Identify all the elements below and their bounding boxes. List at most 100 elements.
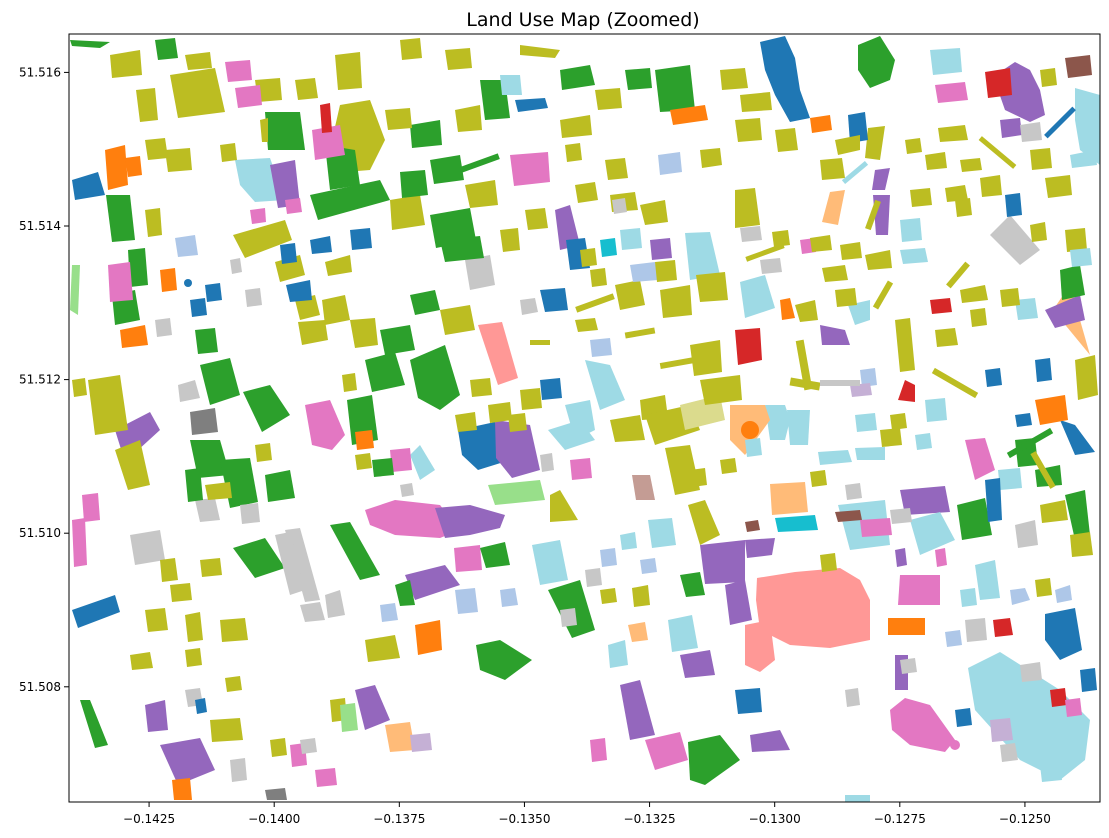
land-parcel	[355, 685, 390, 730]
land-parcel	[540, 288, 568, 312]
land-parcel	[478, 322, 518, 385]
land-parcel	[795, 300, 818, 322]
land-parcel	[530, 340, 550, 345]
land-parcel	[155, 318, 172, 337]
land-parcel	[600, 588, 617, 604]
land-parcel	[70, 265, 80, 315]
land-parcel	[745, 243, 785, 262]
land-parcel	[895, 318, 915, 372]
land-parcel	[1070, 532, 1093, 557]
land-parcel	[230, 758, 247, 782]
land-parcel	[685, 232, 720, 280]
land-parcel	[946, 261, 970, 289]
land-parcel	[108, 262, 133, 302]
land-parcel	[1075, 88, 1100, 165]
land-parcel	[630, 262, 658, 282]
land-parcel	[968, 652, 1090, 780]
land-parcel	[665, 445, 700, 495]
x-tick-label: −0.1375	[373, 812, 425, 826]
land-parcel	[888, 618, 925, 635]
land-parcel	[315, 768, 337, 787]
land-parcel	[998, 468, 1022, 490]
land-parcel	[520, 298, 538, 315]
land-parcel	[115, 440, 150, 490]
land-parcel	[925, 398, 947, 422]
land-parcel	[895, 548, 907, 567]
land-parcel	[440, 305, 475, 335]
land-parcel	[145, 208, 162, 237]
land-parcel	[136, 88, 158, 122]
land-parcel	[945, 185, 968, 202]
land-parcel	[1040, 500, 1068, 523]
land-parcel	[575, 318, 598, 332]
land-parcel	[696, 272, 728, 302]
land-parcel	[130, 530, 165, 565]
land-parcel	[612, 198, 627, 214]
land-parcel	[872, 280, 894, 310]
land-parcel	[670, 105, 708, 125]
land-parcel	[741, 421, 759, 439]
land-parcel	[745, 520, 760, 532]
land-parcel	[985, 478, 1002, 522]
land-parcel	[365, 635, 400, 662]
land-parcel	[305, 400, 345, 450]
land-parcel	[590, 738, 607, 762]
land-parcel	[990, 718, 1013, 742]
land-parcel	[80, 700, 108, 748]
map-title: Land Use Map (Zoomed)	[466, 9, 699, 31]
land-parcel	[910, 512, 955, 555]
land-parcel	[650, 238, 672, 260]
land-parcel	[1060, 420, 1095, 455]
land-parcel	[735, 688, 762, 714]
land-parcel	[1030, 222, 1047, 242]
land-parcel	[720, 458, 737, 474]
land-parcel	[1065, 55, 1092, 78]
land-parcel	[700, 540, 745, 584]
land-parcel	[740, 275, 775, 318]
land-parcel	[608, 640, 628, 668]
land-parcel	[915, 433, 932, 450]
land-parcel	[390, 448, 412, 472]
land-parcel	[145, 608, 168, 632]
land-parcel	[570, 458, 592, 480]
land-parcel	[690, 468, 707, 487]
land-parcel	[1075, 355, 1098, 400]
land-parcel	[945, 630, 962, 647]
land-parcel	[735, 328, 762, 365]
land-parcel	[770, 482, 808, 515]
land-parcel	[680, 650, 715, 678]
land-parcel	[865, 126, 885, 160]
land-parcel	[405, 565, 460, 600]
land-parcel	[322, 295, 350, 325]
land-parcel	[890, 698, 955, 752]
land-parcel	[312, 125, 345, 160]
land-parcel	[298, 320, 328, 345]
land-parcel	[632, 585, 650, 607]
land-parcel	[820, 158, 845, 180]
land-parcel	[659, 357, 696, 369]
land-parcel	[1035, 395, 1068, 425]
land-parcel	[1035, 578, 1052, 597]
land-parcel	[565, 400, 595, 440]
land-parcel	[320, 103, 332, 133]
land-parcel	[860, 368, 877, 387]
land-parcel	[280, 243, 297, 264]
land-parcel	[575, 293, 615, 313]
land-parcel	[835, 135, 860, 155]
land-parcel	[970, 308, 987, 327]
land-parcel	[350, 228, 372, 250]
land-parcel	[372, 458, 394, 477]
land-parcel	[600, 238, 617, 257]
land-parcel	[585, 360, 625, 410]
land-parcel	[925, 152, 947, 170]
land-parcel	[1050, 688, 1067, 707]
land-parcel	[775, 128, 798, 152]
plot-frame	[68, 33, 1101, 803]
land-parcel	[595, 88, 622, 110]
land-parcel	[1030, 148, 1052, 170]
land-parcel	[978, 136, 1017, 169]
land-parcel	[565, 143, 582, 162]
land-parcel	[270, 160, 300, 208]
land-parcel	[380, 603, 398, 622]
land-parcel	[980, 175, 1002, 197]
